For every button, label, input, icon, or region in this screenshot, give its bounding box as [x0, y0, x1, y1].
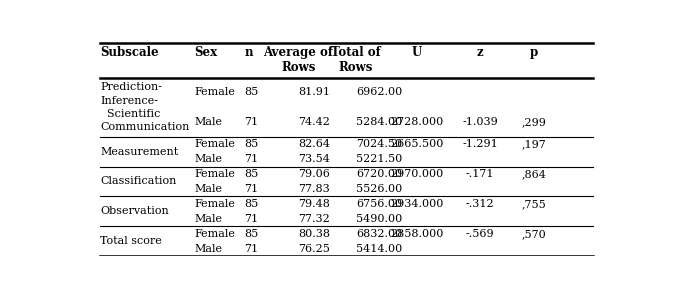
Text: z: z: [477, 46, 483, 59]
Text: 71: 71: [244, 214, 258, 224]
Text: 2970.000: 2970.000: [391, 169, 444, 179]
Text: Male: Male: [195, 184, 222, 194]
Text: 77.32: 77.32: [298, 214, 330, 224]
Text: 85: 85: [244, 199, 258, 209]
Text: Observation: Observation: [100, 206, 169, 216]
Text: Average of
Rows: Average of Rows: [263, 46, 333, 74]
Text: 71: 71: [244, 244, 258, 254]
Text: ,197: ,197: [522, 139, 546, 149]
Text: n: n: [244, 46, 253, 59]
Text: 6832.00: 6832.00: [356, 229, 402, 239]
Text: Female: Female: [195, 229, 235, 239]
Text: 71: 71: [244, 154, 258, 164]
Text: Female: Female: [195, 169, 235, 179]
Text: Classification: Classification: [100, 177, 176, 186]
Text: 5284.00: 5284.00: [356, 117, 402, 127]
Text: 71: 71: [244, 184, 258, 194]
Text: 79.06: 79.06: [298, 169, 330, 179]
Text: -.312: -.312: [466, 199, 494, 209]
Text: 74.42: 74.42: [298, 117, 330, 127]
Text: Male: Male: [195, 154, 222, 164]
Text: 7024.50: 7024.50: [356, 139, 402, 149]
Text: 80.38: 80.38: [298, 229, 331, 239]
Text: 71: 71: [244, 117, 258, 127]
Text: p: p: [530, 46, 538, 59]
Text: 2858.000: 2858.000: [391, 229, 444, 239]
Text: 6720.00: 6720.00: [356, 169, 402, 179]
Text: Female: Female: [195, 199, 235, 209]
Text: 2665.500: 2665.500: [391, 139, 444, 149]
Text: Male: Male: [195, 214, 222, 224]
Text: 76.25: 76.25: [298, 244, 330, 254]
Text: 81.91: 81.91: [298, 88, 331, 98]
Text: Subscale: Subscale: [100, 46, 159, 59]
Text: Female: Female: [195, 88, 235, 98]
Text: -1.039: -1.039: [462, 117, 498, 127]
Text: 5414.00: 5414.00: [356, 244, 402, 254]
Text: 85: 85: [244, 229, 258, 239]
Text: -.171: -.171: [466, 169, 494, 179]
Text: 82.64: 82.64: [298, 139, 331, 149]
Text: Total score: Total score: [100, 236, 162, 246]
Text: 2934.000: 2934.000: [391, 199, 444, 209]
Text: 2728.000: 2728.000: [391, 117, 444, 127]
Text: 85: 85: [244, 139, 258, 149]
Text: Total of
Rows: Total of Rows: [331, 46, 381, 74]
Text: 85: 85: [244, 88, 258, 98]
Text: -1.291: -1.291: [462, 139, 498, 149]
Text: Female: Female: [195, 139, 235, 149]
Text: ,299: ,299: [522, 117, 546, 127]
Text: Sex: Sex: [195, 46, 218, 59]
Text: 5221.50: 5221.50: [356, 154, 402, 164]
Text: Male: Male: [195, 117, 222, 127]
Text: 5490.00: 5490.00: [356, 214, 402, 224]
Text: 73.54: 73.54: [298, 154, 330, 164]
Text: ,864: ,864: [522, 169, 546, 179]
Text: 6962.00: 6962.00: [356, 88, 402, 98]
Text: Prediction-
Inference-
  Scientific
Communication: Prediction- Inference- Scientific Commun…: [100, 82, 189, 132]
Text: Male: Male: [195, 244, 222, 254]
Text: Measurement: Measurement: [100, 147, 178, 157]
Text: ,755: ,755: [522, 199, 546, 209]
Text: ,570: ,570: [522, 229, 546, 239]
Text: -.569: -.569: [466, 229, 494, 239]
Text: 85: 85: [244, 169, 258, 179]
Text: 6756.00: 6756.00: [356, 199, 402, 209]
Text: 5526.00: 5526.00: [356, 184, 402, 194]
Text: 79.48: 79.48: [298, 199, 330, 209]
Text: U: U: [412, 46, 422, 59]
Text: 77.83: 77.83: [298, 184, 330, 194]
